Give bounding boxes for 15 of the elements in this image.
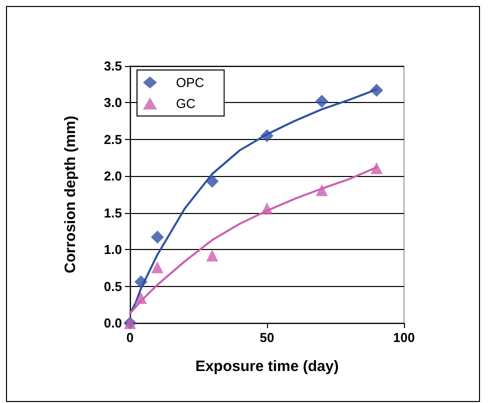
- y-tick-label: 1.5: [104, 205, 122, 220]
- y-tick-label: 0.0: [104, 316, 122, 330]
- y-axis-title: Corrosion depth (mm): [62, 116, 79, 274]
- legend-label: GC: [176, 96, 196, 111]
- y-tick-label: 3.0: [104, 95, 122, 110]
- x-tick-label: 50: [260, 330, 274, 345]
- x-axis-title: Exposure time (day): [195, 358, 339, 375]
- y-tick-label: 0.5: [104, 278, 122, 294]
- y-tick-label: 2.0: [104, 168, 122, 184]
- x-tick-label: 0: [126, 330, 134, 345]
- x-tick-label: 100: [393, 330, 415, 345]
- legend-label: OPC: [176, 75, 204, 90]
- y-tick-label: 1.0: [104, 242, 122, 258]
- y-tick-label: 3.5: [104, 58, 122, 74]
- y-tick-label: 2.5: [104, 132, 122, 147]
